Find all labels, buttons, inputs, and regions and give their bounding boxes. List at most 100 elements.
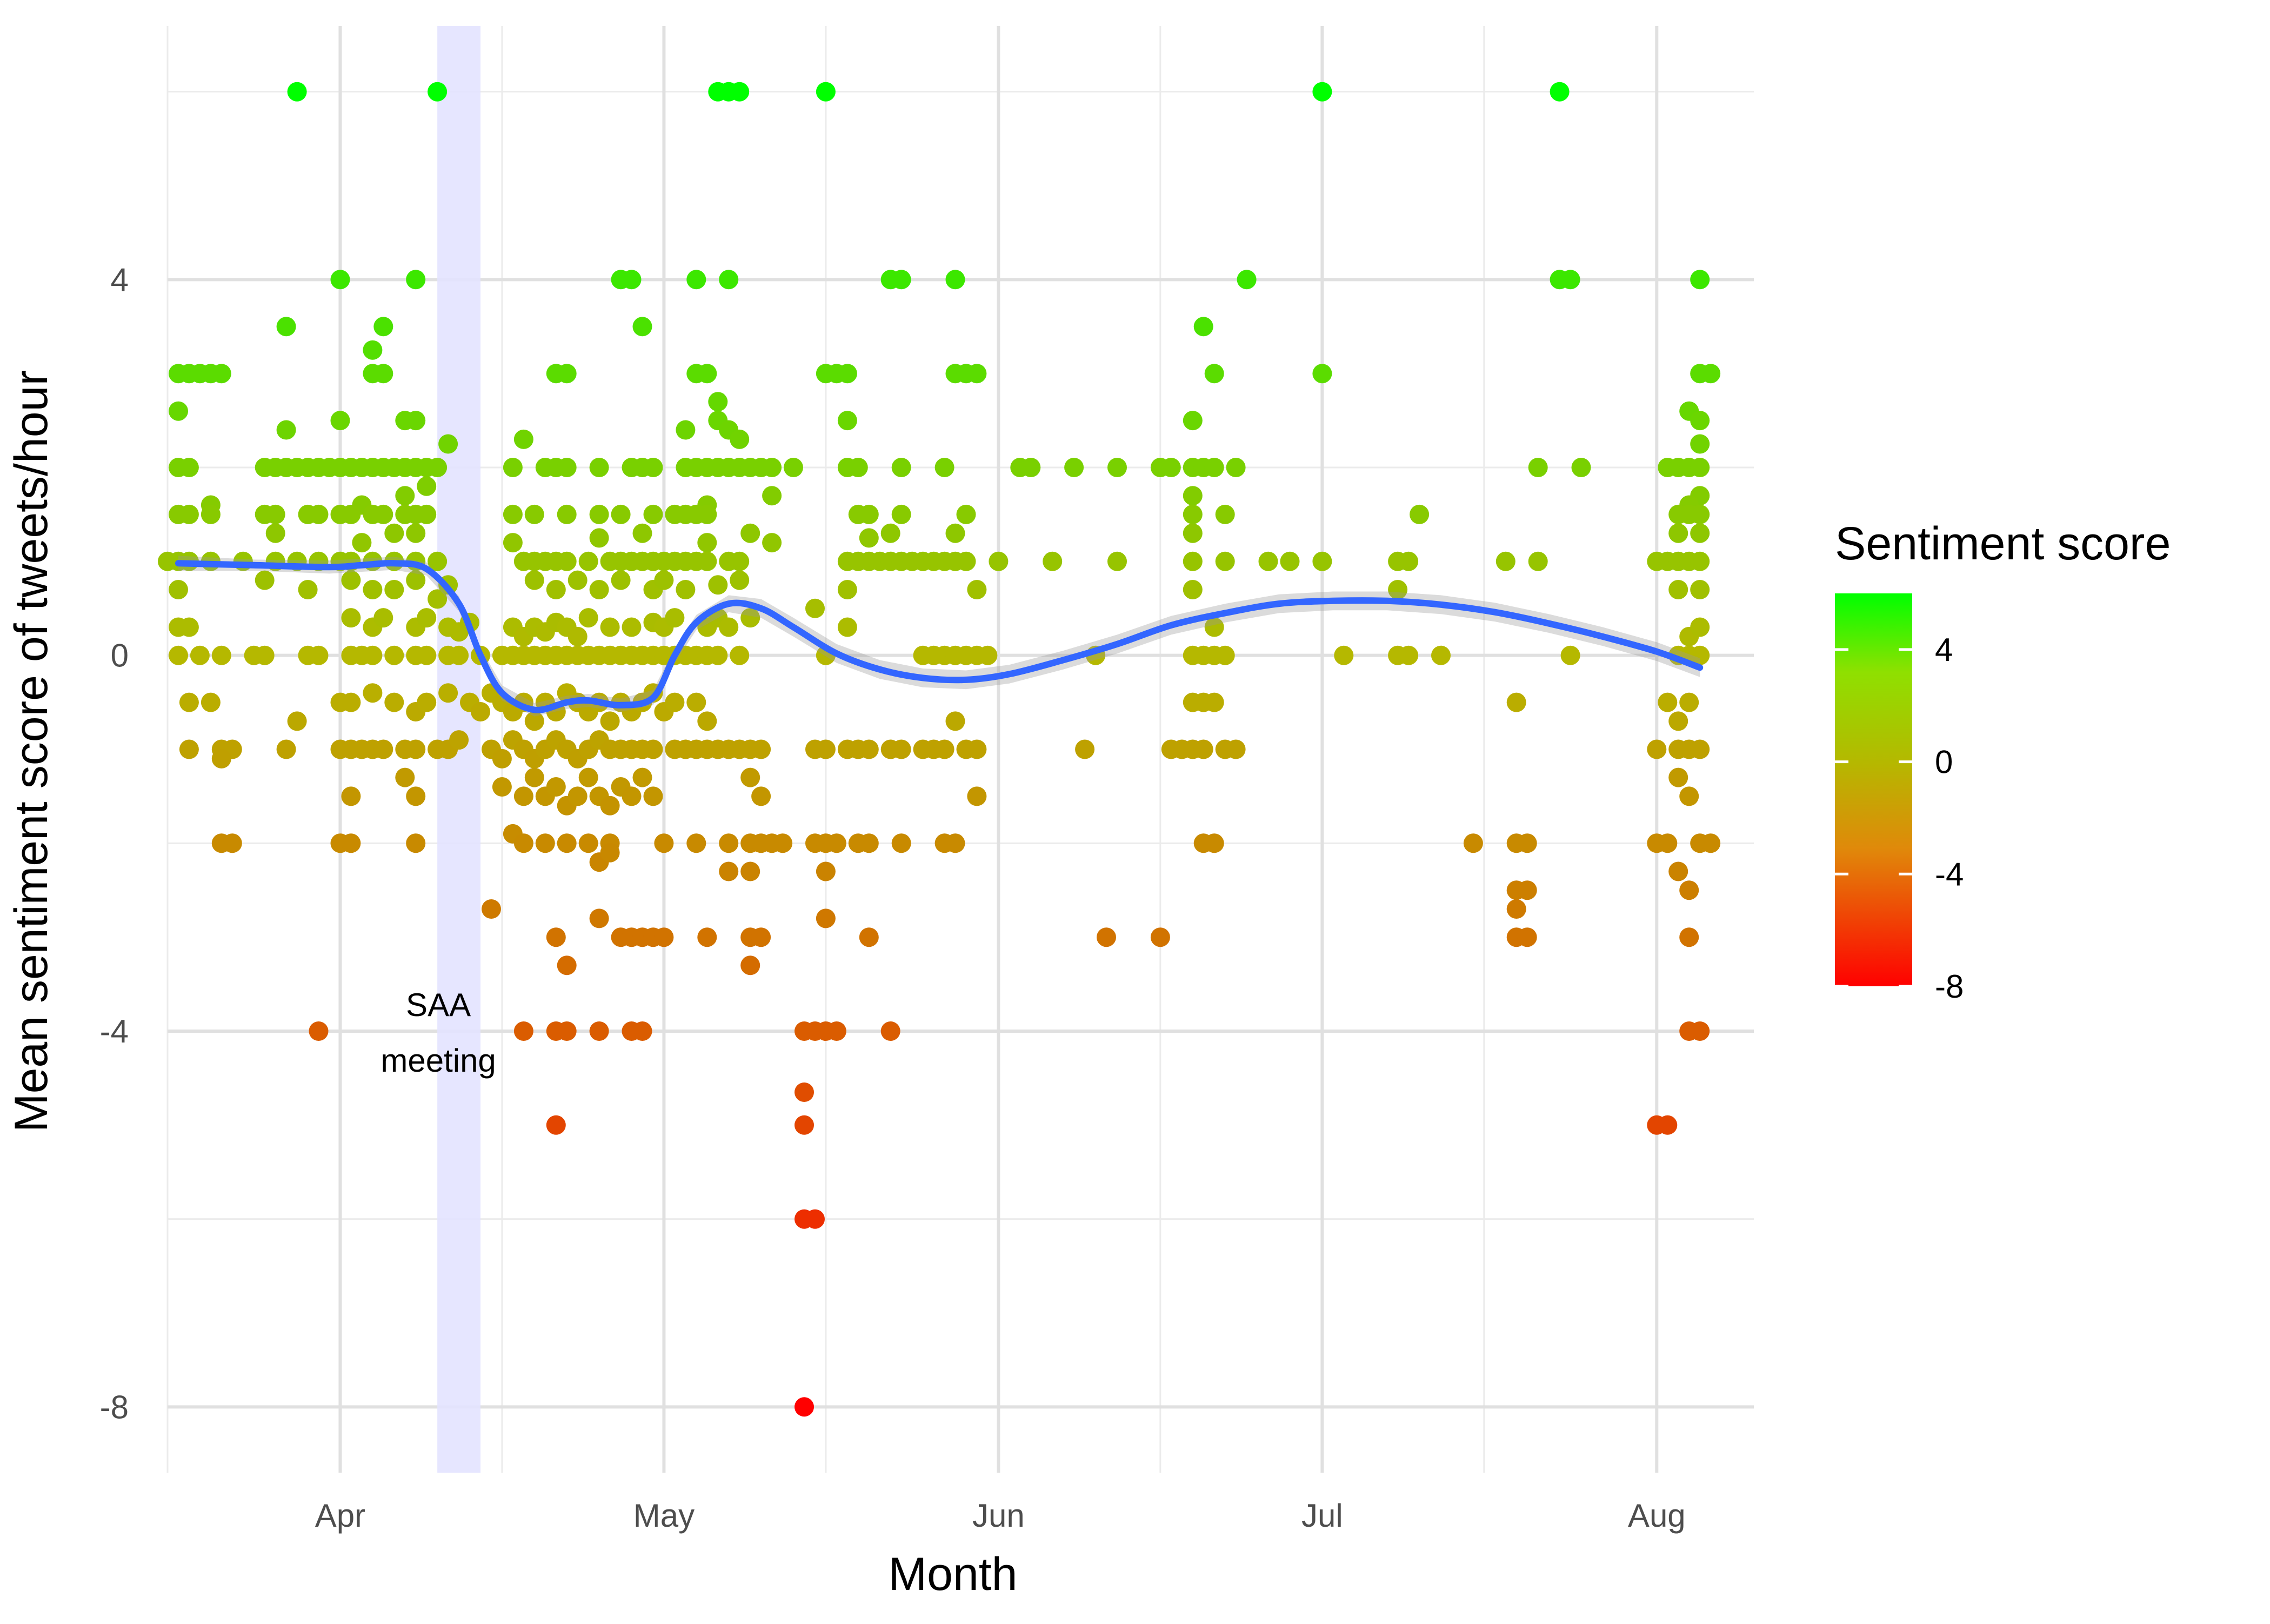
data-point: [1690, 411, 1710, 431]
annotation-layer: SAA meeting: [380, 987, 496, 1079]
data-point: [1690, 434, 1710, 454]
x-axis-title: Month: [888, 1548, 1017, 1600]
data-point: [589, 580, 609, 599]
data-point: [859, 504, 879, 524]
data-point: [406, 739, 426, 759]
legend: Sentiment score 4 0 -4 -8: [1835, 518, 2171, 1005]
data-point: [1679, 786, 1699, 806]
data-point: [837, 617, 857, 637]
data-point: [546, 580, 566, 599]
data-point: [395, 767, 415, 787]
data-point: [740, 523, 760, 543]
data-point: [740, 608, 760, 628]
data-point: [438, 683, 458, 703]
data-point: [643, 504, 663, 524]
data-point: [276, 739, 296, 759]
data-point: [1183, 486, 1203, 506]
data-point: [524, 570, 544, 590]
x-tick-label: Jun: [972, 1498, 1025, 1534]
data-point: [330, 270, 350, 290]
data-point: [686, 833, 706, 853]
data-point: [762, 458, 782, 477]
data-point: [578, 833, 598, 853]
data-point: [643, 786, 663, 806]
data-point: [211, 748, 231, 768]
data-point: [934, 739, 954, 759]
data-point: [222, 833, 242, 853]
data-point: [600, 711, 620, 731]
data-point: [1560, 270, 1580, 290]
data-point: [309, 1021, 329, 1041]
data-point: [719, 270, 739, 290]
legend-tick-label: 4: [1935, 632, 1953, 668]
data-point: [406, 270, 426, 290]
data-point: [989, 551, 1009, 571]
data-point: [1258, 551, 1278, 571]
data-point: [654, 570, 674, 590]
data-point: [211, 364, 231, 384]
data-point: [524, 767, 544, 787]
data-point: [611, 570, 631, 590]
data-point: [622, 270, 642, 290]
y-tick-label: -4: [100, 1013, 129, 1050]
data-point: [719, 861, 739, 881]
data-point: [1690, 645, 1710, 665]
data-point: [967, 580, 987, 599]
data-point: [546, 777, 566, 797]
data-point: [1517, 833, 1537, 853]
data-point: [417, 504, 437, 524]
data-point: [891, 270, 911, 290]
data-point: [1183, 523, 1203, 543]
data-point: [524, 711, 544, 731]
data-point: [341, 608, 361, 628]
data-point: [1495, 551, 1515, 571]
data-point: [1075, 739, 1095, 759]
data-point: [428, 458, 448, 477]
data-point: [557, 955, 577, 975]
data-point: [373, 608, 393, 628]
data-point: [1690, 458, 1710, 477]
data-point: [503, 458, 523, 477]
data-point: [1506, 692, 1526, 712]
y-tick-label: 0: [111, 638, 129, 674]
data-point: [513, 786, 533, 806]
data-point: [1528, 551, 1548, 571]
data-point: [1097, 927, 1116, 947]
data-point: [1388, 580, 1408, 599]
annotation-line-1: SAA: [406, 987, 471, 1023]
legend-ticks: 4 0 -4 -8: [1835, 632, 1964, 1005]
data-point: [417, 608, 437, 628]
data-point: [1679, 880, 1699, 900]
data-point: [373, 317, 393, 337]
data-point: [341, 786, 361, 806]
data-point: [482, 899, 501, 919]
data-point: [417, 692, 437, 712]
data-point: [1679, 927, 1699, 947]
data-point: [934, 458, 954, 477]
data-point: [492, 748, 512, 768]
data-point: [1701, 364, 1721, 384]
data-point: [1658, 1115, 1678, 1135]
data-point: [600, 617, 620, 637]
data-point: [719, 833, 739, 853]
scatter-points: [158, 82, 1721, 1417]
data-point: [1183, 580, 1203, 599]
data-point: [524, 504, 544, 524]
data-point: [373, 504, 393, 524]
data-point: [1226, 458, 1246, 477]
data-point: [1183, 504, 1203, 524]
data-point: [179, 692, 199, 712]
data-point: [589, 1021, 609, 1041]
data-point: [449, 645, 469, 665]
data-point: [730, 645, 750, 665]
legend-tick-label: -8: [1935, 968, 1964, 1005]
data-point: [632, 523, 652, 543]
data-point: [697, 711, 717, 731]
data-point: [395, 486, 415, 506]
data-point: [406, 523, 426, 543]
data-point: [1215, 551, 1235, 571]
data-point: [837, 364, 857, 384]
legend-tick-label: 0: [1935, 744, 1953, 780]
data-point: [265, 523, 285, 543]
x-tick-label: May: [633, 1498, 695, 1534]
